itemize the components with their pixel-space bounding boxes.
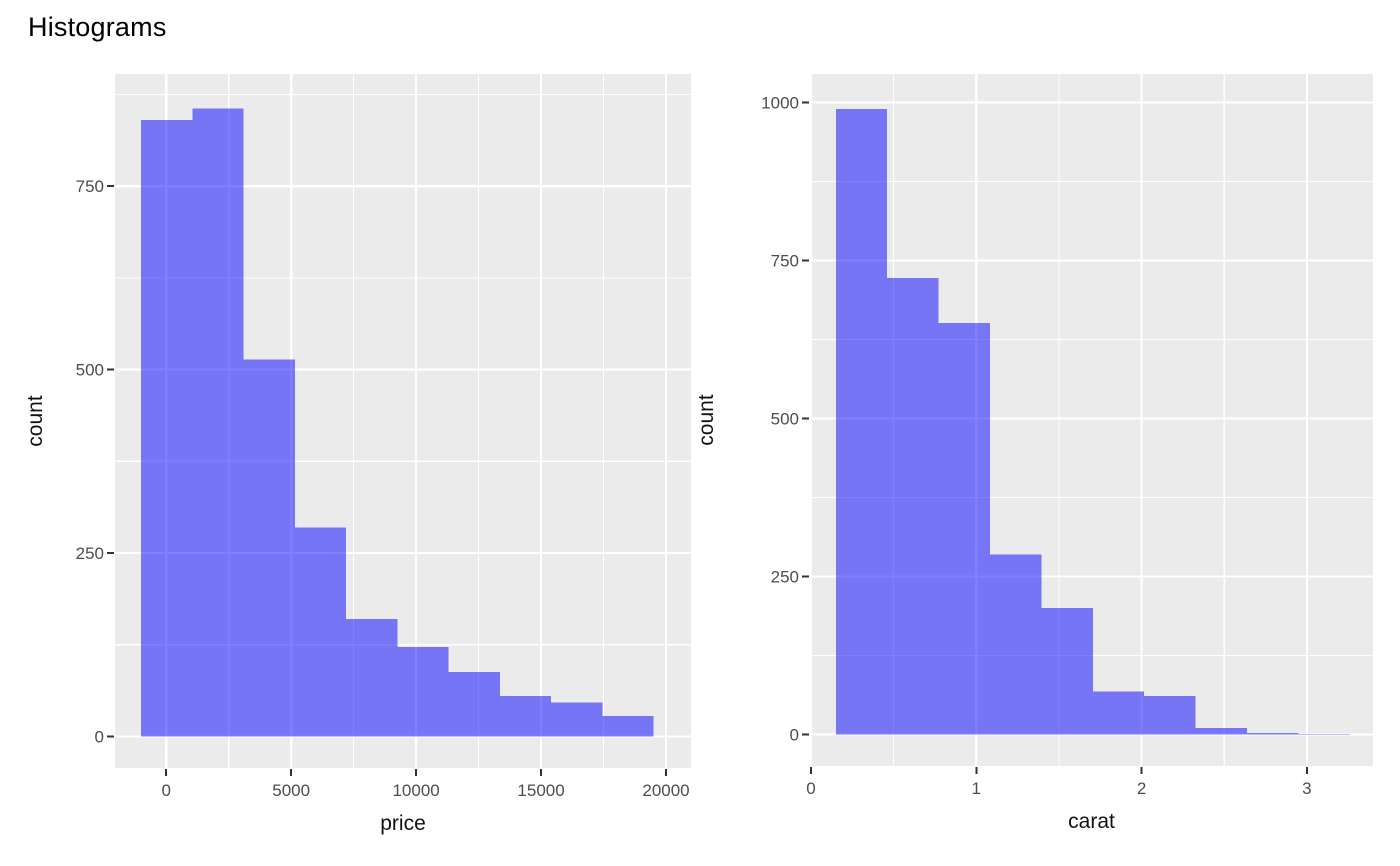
histogram-bar	[346, 619, 398, 737]
histogram-bar	[243, 359, 295, 737]
x-tick-label: 10000	[392, 781, 439, 800]
histogram-bar	[499, 696, 552, 737]
price-histogram-svg: 0 5000 10000 15000 20000 0 250 500 750 price count	[24, 74, 691, 835]
y-axis-labels: 0 250 500 750	[76, 177, 104, 746]
x-tick-label: 1	[972, 779, 981, 798]
histogram-bar	[141, 120, 193, 737]
histogram-bars	[141, 108, 654, 737]
y-tick-label: 500	[76, 361, 104, 380]
histogram-bar	[192, 108, 244, 737]
histogram-bar	[448, 671, 500, 737]
histogram-bar	[1195, 728, 1248, 735]
x-axis-labels: 0 1 2 3	[806, 779, 1311, 798]
histogram-bar	[551, 702, 603, 737]
histogram-bars	[835, 108, 1350, 735]
x-tick-label: 3	[1302, 779, 1311, 798]
y-tick-label: 1000	[761, 93, 799, 112]
y-axis-title: count	[24, 395, 47, 447]
x-axis-title: price	[380, 812, 426, 835]
x-axis-labels: 0 5000 10000 15000 20000	[161, 781, 689, 800]
price-histogram: 0 5000 10000 15000 20000 0 250 500 750 price count	[0, 0, 691, 866]
y-tick-label: 750	[76, 177, 104, 196]
y-axis-title: count	[695, 394, 718, 446]
y-tick-label: 750	[771, 251, 799, 270]
histogram-bar	[1041, 608, 1093, 735]
histogram-bar	[835, 108, 888, 735]
histogram-bar	[602, 715, 654, 737]
y-tick-label: 0	[790, 725, 799, 744]
axis-tick-marks	[802, 101, 1308, 774]
histogram-bar	[1247, 733, 1299, 735]
histogram-bar	[990, 554, 1042, 735]
x-tick-label: 0	[806, 779, 815, 798]
x-tick-label: 0	[161, 781, 170, 800]
histogram-bar	[1092, 691, 1145, 735]
histogram-bar	[887, 278, 939, 735]
x-tick-label: 20000	[642, 781, 689, 800]
y-tick-label: 500	[771, 409, 799, 428]
page-title: Histograms	[28, 12, 167, 42]
histogram-bar	[397, 646, 449, 737]
histogram-bar	[294, 527, 347, 737]
axis-tick-marks	[107, 185, 668, 776]
x-tick-label: 5000	[272, 781, 310, 800]
x-tick-label: 15000	[517, 781, 564, 800]
carat-histogram-svg: 0 1 2 3 0 250 500 750 1000 carat count	[695, 74, 1373, 833]
x-axis-title: carat	[1068, 810, 1115, 833]
histogram-bar	[938, 322, 991, 735]
x-tick-label: 2	[1137, 779, 1146, 798]
y-tick-label: 0	[95, 727, 104, 746]
histogram-bar	[1144, 695, 1196, 735]
histogram-bar	[1298, 733, 1350, 735]
y-axis-labels: 0 250 500 750 1000	[761, 93, 799, 744]
y-tick-label: 250	[771, 567, 799, 586]
y-tick-label: 250	[76, 544, 104, 563]
carat-histogram: 0 1 2 3 0 250 500 750 1000 carat count	[691, 0, 1400, 866]
